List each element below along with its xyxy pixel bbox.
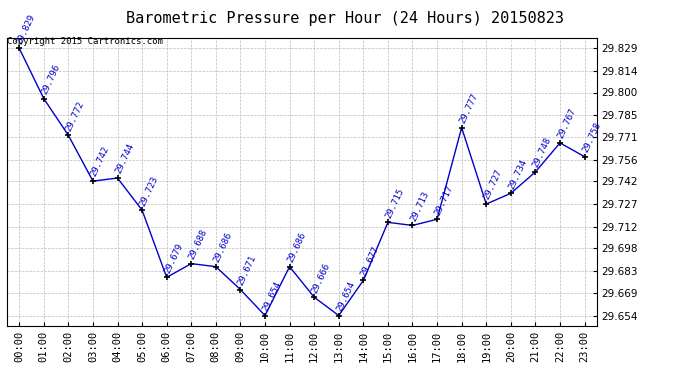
Text: 29.654: 29.654 <box>261 280 283 313</box>
Text: 29.772: 29.772 <box>64 99 86 132</box>
Text: 29.777: 29.777 <box>457 92 480 125</box>
Text: 29.727: 29.727 <box>482 168 504 201</box>
Text: 29.671: 29.671 <box>237 254 258 287</box>
Text: Copyright 2015 Cartronics.com: Copyright 2015 Cartronics.com <box>7 38 163 46</box>
Text: 29.734: 29.734 <box>507 158 529 190</box>
Text: 29.679: 29.679 <box>163 242 184 274</box>
Text: 29.686: 29.686 <box>286 231 307 264</box>
Text: 29.686: 29.686 <box>212 231 234 264</box>
Text: 29.767: 29.767 <box>556 107 578 140</box>
Text: 29.717: 29.717 <box>433 183 455 216</box>
Text: 29.723: 29.723 <box>138 174 160 207</box>
Text: 29.744: 29.744 <box>114 142 135 175</box>
Text: 29.758: 29.758 <box>580 121 602 154</box>
Text: 29.796: 29.796 <box>40 63 61 96</box>
Text: 29.713: 29.713 <box>408 190 431 223</box>
Text: 29.666: 29.666 <box>310 261 332 294</box>
Text: 29.748: 29.748 <box>531 136 553 169</box>
Text: 29.742: 29.742 <box>89 145 110 178</box>
Text: 29.715: 29.715 <box>384 186 406 220</box>
Text: Barometric Pressure per Hour (24 Hours) 20150823: Barometric Pressure per Hour (24 Hours) … <box>126 11 564 26</box>
Text: 29.829: 29.829 <box>15 12 37 45</box>
Text: 29.688: 29.688 <box>187 228 209 261</box>
Text: 29.677: 29.677 <box>359 244 381 278</box>
Text: 29.654: 29.654 <box>335 280 357 313</box>
